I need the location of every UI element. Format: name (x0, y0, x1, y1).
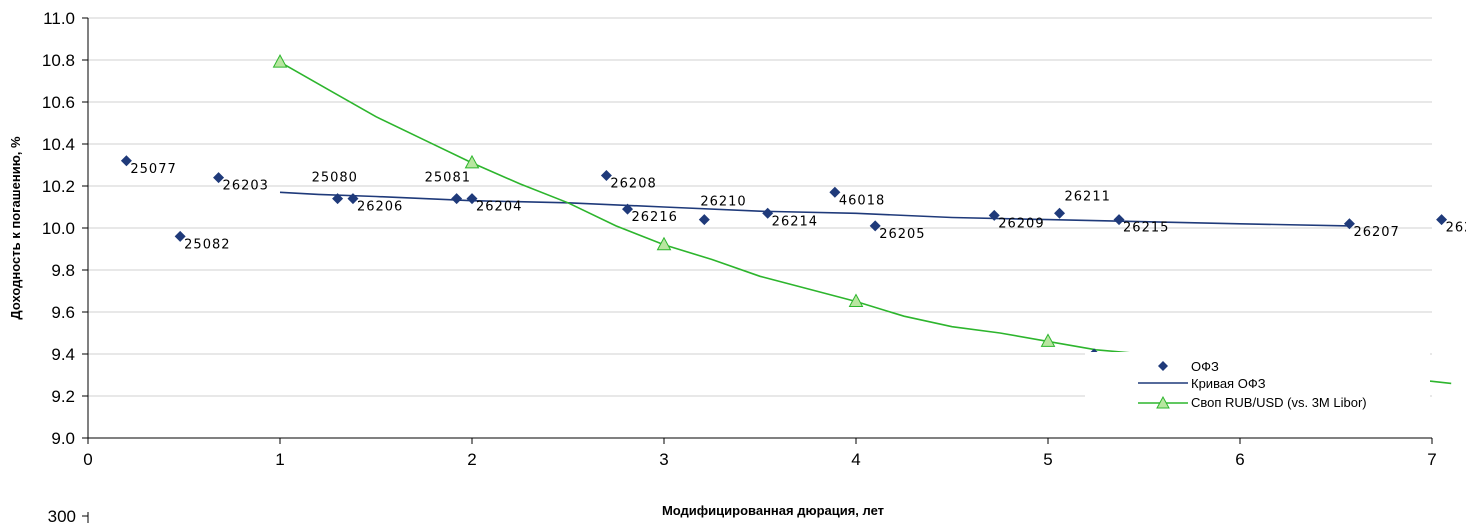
ofz-point-label: 25080 (312, 171, 358, 186)
ofz-point-label: 26205 (879, 227, 925, 242)
ofz-diamond-point (1436, 214, 1448, 226)
ofz-diamond-point (988, 209, 1000, 221)
swap-triangle-point (1040, 333, 1056, 347)
ofz-point-label: 26214 (772, 214, 818, 229)
x-tick-label: 0 (83, 450, 92, 469)
ofz-diamond-point (332, 193, 344, 205)
x-tick-label: 7 (1427, 450, 1436, 469)
y-tick-label: 9.6 (51, 303, 75, 322)
x-tick-label: 1 (275, 450, 284, 469)
ofz-diamond-point (120, 155, 132, 167)
ofz-point-label: 26216 (632, 210, 678, 225)
ofz-diamond-point (1113, 214, 1125, 226)
y-tick-label: 10.0 (42, 219, 75, 238)
legend-diamond-marker (1158, 361, 1168, 371)
ofz-diamond-point (174, 230, 186, 242)
ofz-diamond-point (451, 193, 463, 205)
ofz-diamond-point (829, 186, 841, 198)
second-chart-fragment: 300 (48, 507, 89, 523)
ofz-point-label: 26215 (1123, 221, 1169, 236)
ofz-diamond-point (600, 170, 612, 181)
ofz-diamond-point (762, 207, 774, 219)
ofz-diamond-point (698, 214, 710, 226)
y-tick-label: 11.0 (43, 9, 75, 28)
ofz-diamond-point (622, 203, 634, 215)
ofz-point-label: 26212 (1446, 221, 1466, 236)
y-tick-label: 10.8 (42, 51, 75, 70)
ofz-point-label: 26204 (476, 200, 522, 215)
ofz-point-label: 26209 (998, 216, 1044, 231)
ofz-diamond-point (1054, 207, 1066, 219)
x-tick-label: 6 (1235, 450, 1244, 469)
x-tick-label: 4 (851, 450, 860, 469)
y-tick-label: 9.8 (51, 261, 75, 280)
axes (82, 17, 1433, 444)
legend-label-curve: Кривая ОФЗ (1191, 376, 1266, 391)
x-axis-title: Модифицированная дюрация, лет (662, 503, 884, 518)
legend-swap-triangle (1156, 395, 1170, 409)
ofz-diamond-point (1343, 218, 1355, 230)
x-tick-label: 3 (659, 450, 668, 469)
ofz-curve-line (279, 191, 1350, 227)
swap-line (279, 61, 1452, 385)
ofz-point-label: 26203 (223, 179, 269, 194)
x-tick-label: 5 (1043, 450, 1052, 469)
grid-lines (88, 17, 1432, 397)
y-tick-label: 10.4 (42, 135, 75, 154)
point-labels: 25077 25082 26203 25080 26206 25081 26204 26208… (130, 162, 1466, 370)
ofz-point-label: 46018 (839, 193, 885, 208)
legend-background (1085, 352, 1430, 420)
ofz-point-label: 25081 (425, 171, 471, 186)
ofz-diamond-point (466, 193, 478, 205)
legend: ОФЗ Кривая ОФЗ Своп RUB/USD (vs. 3M Libor) (1085, 352, 1430, 420)
ofz-diamond-point (213, 172, 225, 184)
ofz-point-label: 26206 (357, 200, 403, 215)
y-axis-title: Доходность к погашению, % (8, 136, 23, 320)
tick-labels: 9.0 9.2 9.4 9.6 9.8 10.0 10.2 10.4 10.6 10.8 11.0 0… (42, 9, 1437, 469)
ofz-point-label: 25082 (184, 237, 230, 252)
legend-label-ofz: ОФЗ (1191, 359, 1219, 374)
swap-triangle-point (272, 54, 288, 68)
legend-label-swap: Своп RUB/USD (vs. 3M Libor) (1191, 395, 1367, 410)
swap-triangle-point (656, 236, 672, 251)
ofz-point-label: 26207 (1353, 225, 1399, 240)
ofz-point-label: 25077 (130, 162, 176, 177)
ofz-point-label: 26208 (610, 177, 656, 192)
ofz-point-label: 26210 (700, 195, 746, 210)
ofz-diamond-point (347, 193, 359, 205)
y-tick-label: 10.6 (42, 93, 75, 112)
series-lines (279, 61, 1452, 385)
swap-triangle-point (464, 154, 480, 169)
ofz-diamond-point (869, 220, 881, 232)
y-tick-label: 9.0 (51, 429, 75, 448)
legend-items: ОФЗ Кривая ОФЗ Своп RUB/USD (vs. 3M Libor) (1138, 359, 1367, 410)
y-tick-label: 9.2 (51, 387, 75, 406)
series-points (120, 54, 1448, 360)
second-chart-y-tick: 300 (48, 507, 76, 523)
swap-triangle-point (848, 293, 864, 307)
ofz-point-label: 26211 (1065, 189, 1111, 204)
y-tick-label: 9.4 (51, 345, 75, 364)
x-tick-label: 2 (467, 450, 476, 469)
y-tick-label: 10.2 (42, 177, 75, 196)
